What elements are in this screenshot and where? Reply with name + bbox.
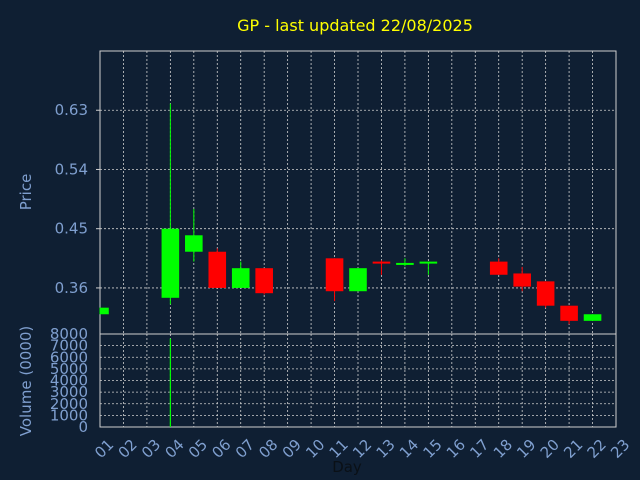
price-tick-label: 0.63 [55, 101, 88, 119]
volume-tick-label: 7000 [50, 337, 88, 355]
price-tick-label: 0.54 [55, 160, 88, 178]
x-tick-label: 14 [396, 436, 422, 462]
volume-axis-label: Volume (0000) [17, 326, 35, 436]
x-tick-label: 03 [138, 436, 164, 462]
candle-body [231, 268, 250, 288]
candle-body [208, 251, 227, 288]
volume-frame [99, 333, 617, 428]
candle-body [372, 261, 391, 264]
x-tick-label: 02 [115, 436, 141, 462]
candle-body [419, 261, 438, 264]
volume-tick-label: 1000 [50, 406, 88, 424]
volume-tick-label: 5000 [50, 360, 88, 378]
volume-tick-label: 0 [78, 418, 88, 436]
volume-panel: 0100020003000400050006000700080000102030… [50, 325, 634, 462]
x-tick-label: 09 [279, 436, 305, 462]
candle-body [325, 258, 344, 292]
price-axis-label: Price [17, 174, 35, 211]
candle-body [161, 228, 180, 298]
x-tick-label: 07 [232, 436, 258, 462]
x-tick-label: 21 [560, 436, 586, 462]
x-tick-label: 19 [513, 436, 539, 462]
volume-tick-label: 6000 [50, 348, 88, 366]
x-tick-label: 23 [607, 436, 633, 462]
x-axis-label: Day [332, 458, 362, 476]
x-tick-label: 20 [537, 436, 563, 462]
x-tick-label: 10 [302, 436, 328, 462]
price-tick-label: 0.36 [55, 279, 88, 297]
candle-body [513, 273, 531, 287]
candle-body [560, 305, 578, 321]
x-tick-label: 16 [443, 436, 469, 462]
x-tick-label: 04 [161, 436, 187, 462]
x-tick-label: 13 [373, 436, 399, 462]
price-panel: 0.36 0.45 0.54 0.63 [55, 50, 617, 335]
candle-body [185, 235, 203, 252]
x-tick-label: 08 [255, 436, 281, 462]
candle-body [489, 261, 508, 275]
x-tick-label: 18 [490, 436, 516, 462]
volume-tick-label: 4000 [50, 372, 88, 390]
candle-body [349, 268, 367, 292]
candle-body [536, 281, 555, 306]
volume-tick-label: 8000 [50, 325, 88, 343]
x-tick-label: 05 [185, 436, 211, 462]
price-tick-label: 0.45 [55, 220, 88, 238]
volume-tick-label: 3000 [50, 383, 88, 401]
x-tick-label: 22 [584, 436, 610, 462]
x-tick-label: 06 [208, 436, 234, 462]
candle-body [255, 268, 273, 294]
candle-body [583, 314, 602, 321]
candle-body [396, 262, 414, 265]
volume-tick-label: 2000 [50, 395, 88, 413]
x-tick-label: 01 [91, 436, 117, 462]
x-tick-label: 15 [419, 436, 445, 462]
x-tick-label: 17 [466, 436, 492, 462]
chart-title: GP - last updated 22/08/2025 [237, 16, 473, 35]
candle-body [100, 307, 109, 315]
